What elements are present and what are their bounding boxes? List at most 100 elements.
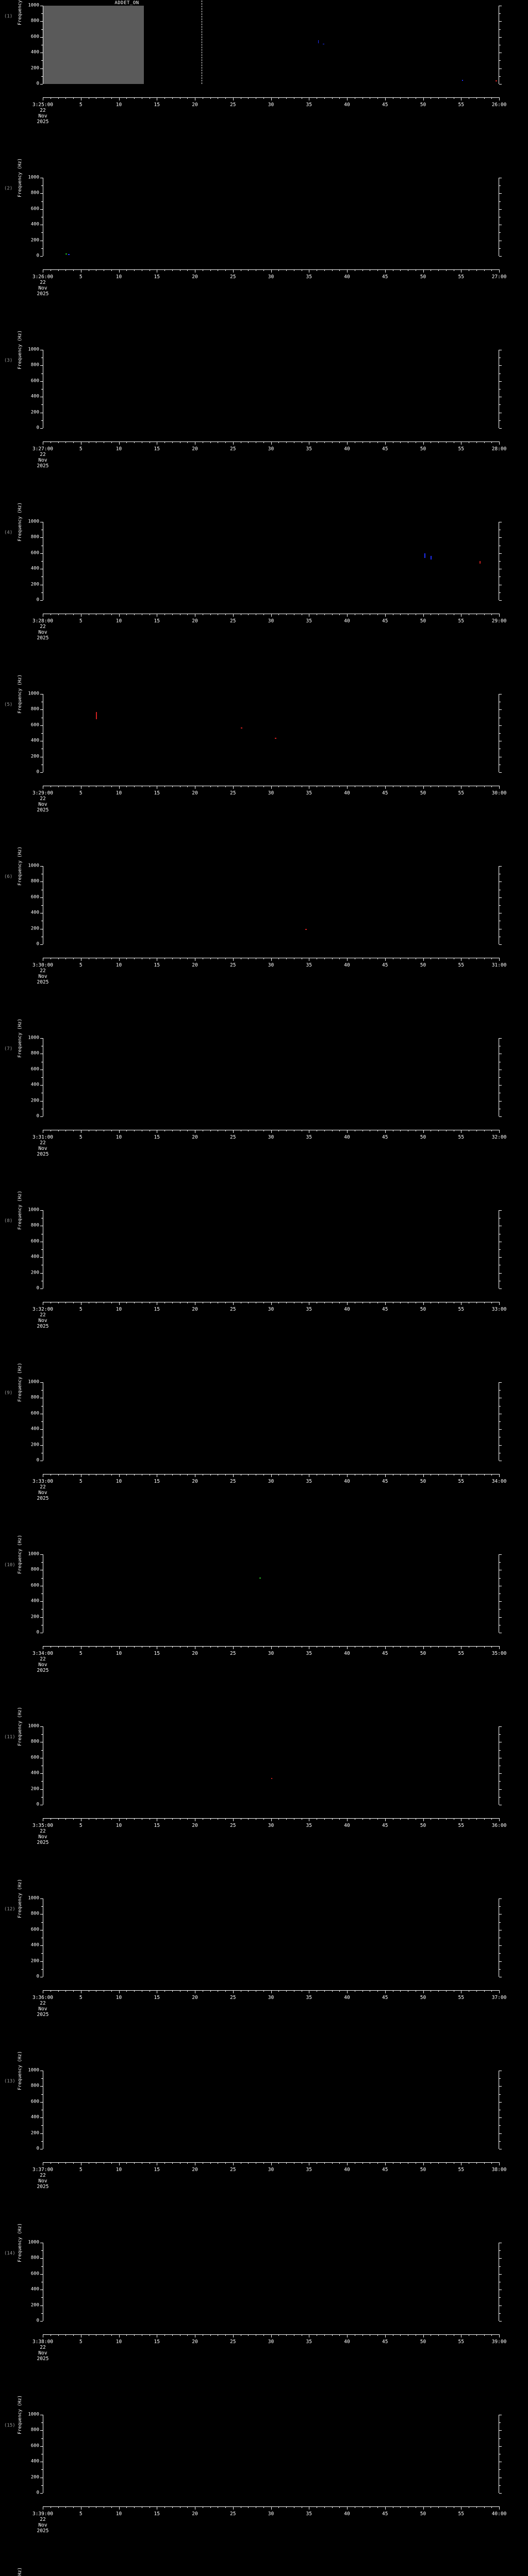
x-tick-minor	[248, 786, 249, 787]
x-tick-label-start: 3:38:00	[32, 2339, 54, 2345]
y-tick-label: 1000	[28, 691, 39, 697]
x-tick-major	[119, 1990, 120, 1993]
x-tick-label: 45	[382, 1651, 388, 1656]
x-tick-label: 10	[116, 2511, 122, 2517]
x-tick-major	[347, 1302, 348, 1305]
plot-area[interactable]: 1000 800 600 400 200 0	[28, 519, 502, 602]
x-tick-label: 10	[116, 1995, 122, 2001]
y-tick-major	[499, 1773, 502, 1774]
x-tick-minor	[278, 1130, 279, 1131]
x-tick-minor	[263, 1818, 264, 1820]
plot-area[interactable]: 1000 800 600 400 200 0	[28, 1380, 502, 1463]
x-tick-minor	[332, 1818, 333, 1820]
x-tick-major	[385, 269, 386, 273]
x-tick-minor	[111, 442, 112, 443]
y-tick-major	[40, 2493, 43, 2494]
x-tick-minor	[491, 1130, 492, 1131]
plot-canvas	[43, 522, 499, 600]
plot-area[interactable]: 1000 800 600 400 200 0	[28, 863, 502, 946]
x-tick-label: 35	[306, 1134, 312, 1140]
y-tick-label: 400	[30, 394, 39, 399]
x-tick-label: 20	[192, 1134, 198, 1140]
y-tick-minor	[41, 420, 43, 421]
x-tick-minor	[164, 442, 165, 443]
y-axis-title: Frequency (Hz)	[17, 330, 23, 369]
x-tick-major	[499, 2162, 500, 2165]
y-tick-label: 200	[30, 1442, 39, 1448]
x-tick-minor	[210, 1474, 211, 1476]
x-tick-label: 35	[306, 1995, 312, 2001]
plot-area[interactable]: 1000 800 600 400 200 0	[28, 1896, 502, 1979]
y-tick-major	[499, 2133, 502, 2134]
x-tick-major	[385, 442, 386, 445]
x-axis-date-line: 22	[40, 108, 46, 113]
x-tick-minor	[438, 786, 439, 787]
y-tick-label: 400	[30, 222, 39, 227]
plot-area[interactable]: 1000 800 600 400 200 0	[28, 691, 502, 774]
x-tick-minor	[286, 1474, 287, 1476]
plot-area[interactable]: 1000 800 600 400 200 0	[28, 1036, 502, 1118]
x-tick-label: 40	[344, 1823, 350, 1828]
x-tick-major	[347, 614, 348, 617]
x-tick-label: 55	[458, 1651, 464, 1656]
x-tick-minor	[263, 958, 264, 959]
plot-area[interactable]: 1000 800 600 400 200 0	[28, 347, 502, 430]
x-tick-label: 25	[230, 1995, 236, 2001]
plot-area[interactable]: 1000 800 600 400 200 0	[28, 2412, 502, 2495]
x-tick-minor	[248, 1990, 249, 1992]
y-tick-label: 1000	[28, 175, 39, 180]
y-tick-major	[40, 1726, 43, 1727]
y-tick-label: 800	[30, 878, 39, 884]
plot-area[interactable]: 1000 800 600 400 200 0	[28, 175, 502, 258]
y-tick-label: 0	[36, 1974, 39, 1979]
x-tick-minor	[126, 2506, 127, 2508]
y-tick-label: 1000	[28, 1895, 39, 1901]
x-tick-minor	[73, 97, 74, 99]
plot-area[interactable]: 1000 800 600 400 200 0	[28, 1208, 502, 1291]
x-tick-minor	[324, 1302, 325, 1303]
x-tick-minor	[210, 958, 211, 959]
x-tick-label: 10	[116, 2339, 122, 2345]
x-tick-label: 40	[344, 274, 350, 280]
plot-area[interactable]: 1000 800 600 400 200 0	[28, 1724, 502, 1807]
detection-mark	[68, 254, 70, 256]
x-tick-minor	[134, 614, 135, 615]
y-tick-label: 400	[30, 1426, 39, 1432]
y-tick-minor	[41, 60, 43, 61]
y-tick-label: 800	[30, 1911, 39, 1917]
plot-area[interactable]: 1000 800 600 400 200 0	[28, 2240, 502, 2323]
x-tick-minor	[339, 1474, 340, 1476]
y-tick-major	[499, 1945, 502, 1946]
x-axis-date-line: 2025	[37, 1151, 49, 1157]
plot-area[interactable]: 1000 800 600 400 200 0	[28, 2068, 502, 2151]
x-tick-minor	[126, 2162, 127, 2164]
x-tick-minor	[164, 269, 165, 271]
x-tick-major	[385, 2334, 386, 2337]
x-axis-date-line: 2025	[37, 807, 49, 813]
y-tick-label: 1000	[28, 1379, 39, 1385]
x-axis-date-line: Nov	[38, 1834, 47, 1840]
x-tick-major	[385, 1302, 386, 1305]
x-axis-date-line: 22	[40, 452, 46, 457]
x-tick-minor	[286, 1990, 287, 1992]
y-tick-major	[499, 772, 502, 773]
x-tick-label: 40	[344, 2511, 350, 2517]
y-tick-label: 400	[30, 910, 39, 916]
x-tick-minor	[58, 442, 59, 443]
x-tick-minor	[491, 2162, 492, 2164]
x-tick-minor	[210, 1818, 211, 1820]
x-tick-minor	[73, 2506, 74, 2508]
x-tick-minor	[362, 786, 363, 787]
x-tick-major	[499, 2506, 500, 2510]
y-tick-major	[499, 1116, 502, 1117]
plot-area[interactable]: 1000 800 600 400 200 0	[28, 1, 502, 86]
x-tick-minor	[278, 614, 279, 615]
x-tick-minor	[438, 1302, 439, 1303]
plot-area[interactable]: 1000 800 600 400 200 0	[28, 1552, 502, 1635]
x-tick-label-start: 3:28:00	[32, 618, 54, 624]
x-axis-date-line: 2025	[37, 2356, 49, 2362]
y-tick-minor	[41, 2094, 43, 2095]
x-tick-label-end: 29:00	[491, 618, 507, 624]
x-tick-label-start: 3:27:00	[32, 446, 54, 452]
plot-canvas	[43, 1899, 499, 1977]
